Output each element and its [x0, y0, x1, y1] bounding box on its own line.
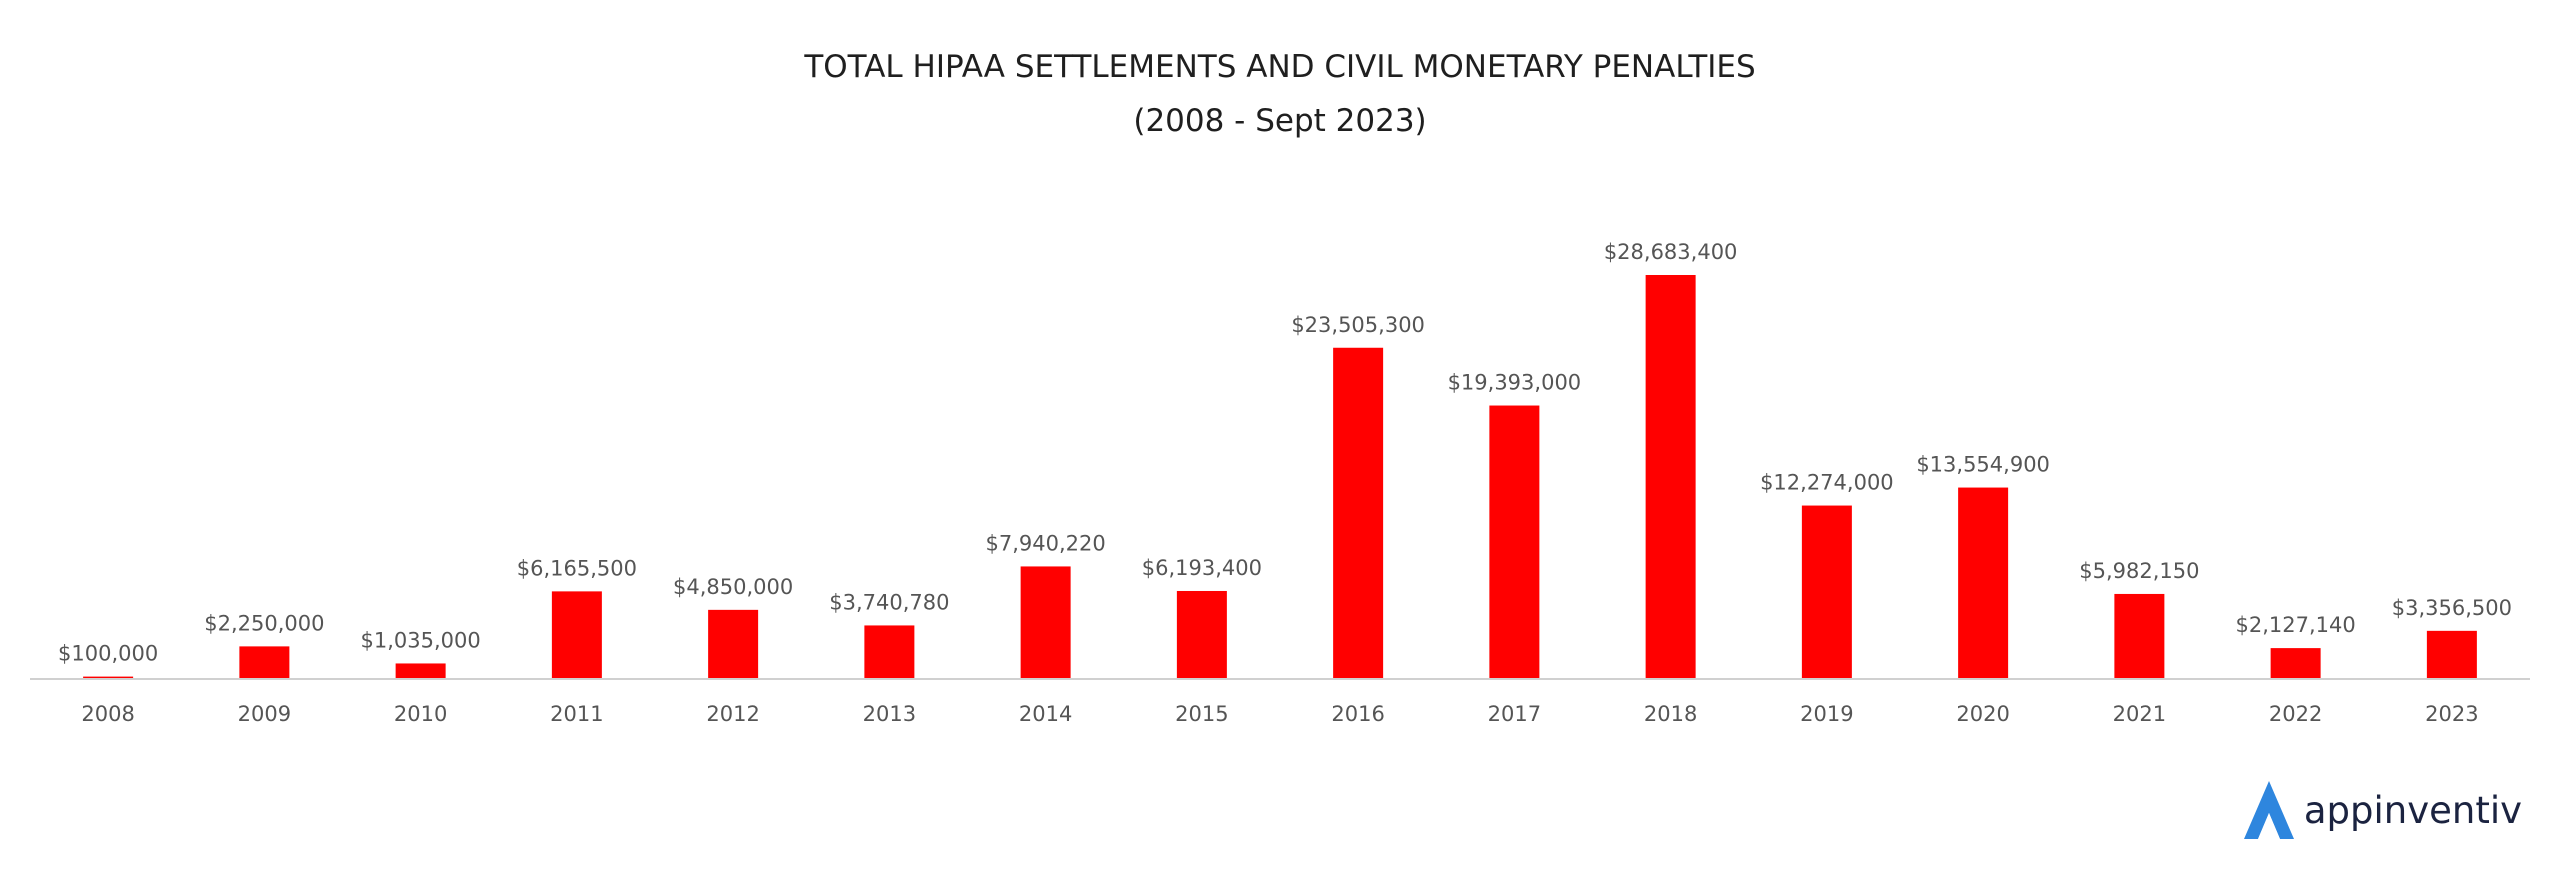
- brand-name: appinventiv: [2303, 788, 2522, 832]
- data-label-2009: $2,250,000: [204, 611, 324, 635]
- appinventiv-logo-icon: [2243, 781, 2294, 839]
- x-tick-label-2017: 2017: [1488, 702, 1541, 726]
- data-label-2020: $13,554,900: [1916, 453, 2050, 477]
- bar-2009: [239, 646, 290, 678]
- data-label-2019: $12,274,000: [1760, 471, 1894, 495]
- data-label-2017: $19,393,000: [1448, 371, 1582, 395]
- data-label-2013: $3,740,780: [829, 590, 949, 614]
- x-tick-label-2016: 2016: [1331, 702, 1384, 726]
- data-label-2021: $5,982,150: [2079, 559, 2199, 583]
- data-label-2012: $4,850,000: [673, 575, 793, 599]
- x-tick-label-2018: 2018: [1644, 702, 1697, 726]
- x-tick-label-2009: 2009: [238, 702, 291, 726]
- bar-2013: [864, 625, 915, 678]
- bar-2018: [1645, 275, 1696, 678]
- data-label-2011: $6,165,500: [517, 556, 637, 580]
- bar-2021: [2114, 593, 2165, 678]
- data-label-2015: $6,193,400: [1142, 556, 1262, 580]
- chart-title: TOTAL HIPAA SETTLEMENTS AND CIVIL MONETA…: [804, 49, 1756, 85]
- bar-2011: [551, 591, 602, 678]
- bar-2008: [83, 676, 134, 678]
- x-tick-label-2022: 2022: [2269, 702, 2322, 726]
- x-tick-label-2021: 2021: [2113, 702, 2166, 726]
- bar-2015: [1176, 590, 1227, 678]
- bar-2017: [1489, 405, 1540, 678]
- x-tick-label-2023: 2023: [2425, 702, 2478, 726]
- x-tick-label-2015: 2015: [1175, 702, 1228, 726]
- x-tick-label-2019: 2019: [1800, 702, 1853, 726]
- x-tick-label-2010: 2010: [394, 702, 447, 726]
- bar-2012: [708, 609, 759, 678]
- data-label-2022: $2,127,140: [2236, 613, 2356, 637]
- data-label-2014: $7,940,220: [986, 531, 1106, 555]
- x-tick-label-2011: 2011: [550, 702, 603, 726]
- data-label-2008: $100,000: [58, 642, 158, 666]
- data-label-2018: $28,683,400: [1604, 240, 1738, 264]
- bar-2022: [2270, 648, 2321, 678]
- data-label-2023: $3,356,500: [2392, 596, 2512, 620]
- x-tick-label-2014: 2014: [1019, 702, 1072, 726]
- bar-2020: [1958, 487, 2009, 678]
- chart-subtitle: (2008 - Sept 2023): [1133, 103, 1427, 139]
- data-label-2016: $23,505,300: [1291, 313, 1425, 337]
- bar-2023: [2426, 630, 2477, 678]
- bar-2014: [1020, 566, 1071, 678]
- brand-logo: appinventiv: [2240, 775, 2522, 845]
- bar-2016: [1333, 347, 1384, 678]
- x-tick-label-2013: 2013: [863, 702, 916, 726]
- x-tick-label-2020: 2020: [1956, 702, 2009, 726]
- x-tick-label-2012: 2012: [706, 702, 759, 726]
- bar-2019: [1801, 505, 1852, 678]
- x-tick-label-2008: 2008: [81, 702, 134, 726]
- data-label-2010: $1,035,000: [361, 628, 481, 652]
- bar-2010: [395, 663, 446, 678]
